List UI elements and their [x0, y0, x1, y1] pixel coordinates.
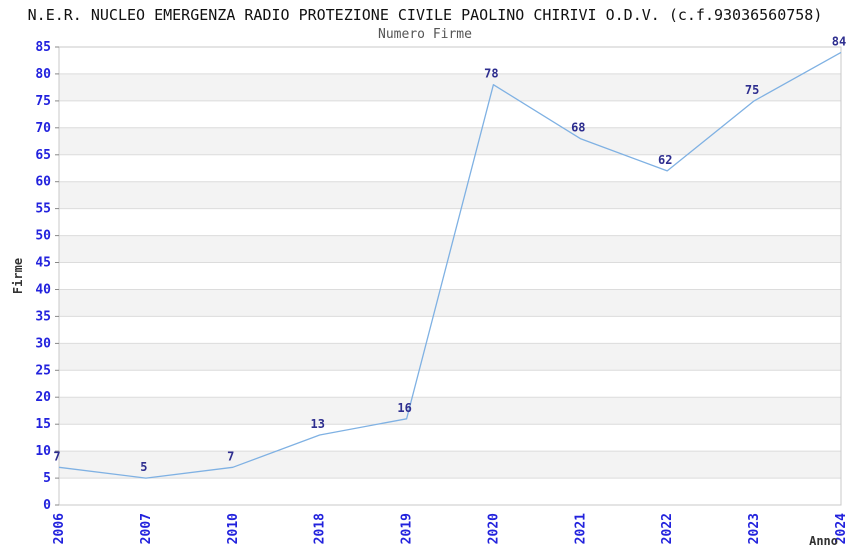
plot-border [58, 46, 842, 506]
y-tick-label: 35 [35, 309, 51, 324]
y-tick-label: 70 [35, 121, 51, 136]
data-point-label: 7 [53, 449, 60, 463]
data-point-label: 78 [484, 67, 498, 81]
y-tick-label: 60 [35, 175, 51, 190]
data-point-label: 13 [310, 417, 324, 431]
plot-band [59, 289, 841, 317]
x-tick-label: 2010 [226, 513, 241, 544]
data-point-label: 68 [571, 121, 585, 135]
y-axis-title: Firme [11, 258, 25, 294]
y-tick-label: 50 [35, 229, 51, 244]
y-tick-label: 10 [35, 444, 51, 459]
x-tick-label: 2021 [573, 513, 588, 544]
x-tick-label: 2019 [400, 513, 415, 544]
plot-band [59, 127, 841, 155]
plot-band [59, 73, 841, 101]
y-tick-label: 45 [35, 256, 51, 271]
plot-band [59, 343, 841, 371]
x-tick-label: 2018 [313, 513, 328, 544]
x-tick-label: 2006 [52, 513, 67, 544]
x-tick-label: 2024 [834, 513, 849, 544]
x-tick-label: 2020 [486, 513, 501, 544]
plot-band [59, 397, 841, 425]
data-point-label: 62 [658, 153, 672, 167]
plot-band [59, 181, 841, 209]
y-tick-label: 20 [35, 390, 51, 405]
plot-band [59, 451, 841, 478]
data-point-label: 5 [140, 460, 147, 474]
x-tick-label: 2023 [747, 513, 762, 544]
plot-band [59, 235, 841, 263]
chart-subtitle: Numero Firme [378, 27, 472, 42]
y-tick-label: 75 [35, 94, 51, 109]
x-tick-label: 2007 [139, 513, 154, 544]
x-tick-label: 2022 [660, 513, 675, 544]
y-tick-label: 25 [35, 363, 51, 378]
y-tick-label: 0 [43, 498, 51, 513]
y-tick-label: 55 [35, 202, 51, 217]
data-point-label: 84 [832, 34, 846, 48]
y-tick-label: 80 [35, 67, 51, 82]
y-tick-label: 65 [35, 148, 51, 163]
y-tick-label: 5 [43, 471, 51, 486]
y-tick-label: 85 [35, 40, 51, 55]
data-point-label: 7 [227, 449, 234, 463]
data-point-label: 16 [397, 401, 411, 415]
chart-title: N.E.R. NUCLEO EMERGENZA RADIO PROTEZIONE… [27, 6, 823, 24]
data-point-label: 75 [745, 83, 759, 97]
y-tick-label: 40 [35, 283, 51, 298]
y-tick-label: 30 [35, 336, 51, 351]
y-tick-label: 15 [35, 417, 51, 432]
data-line [58, 51, 842, 479]
x-axis-title: Anno [809, 534, 838, 548]
